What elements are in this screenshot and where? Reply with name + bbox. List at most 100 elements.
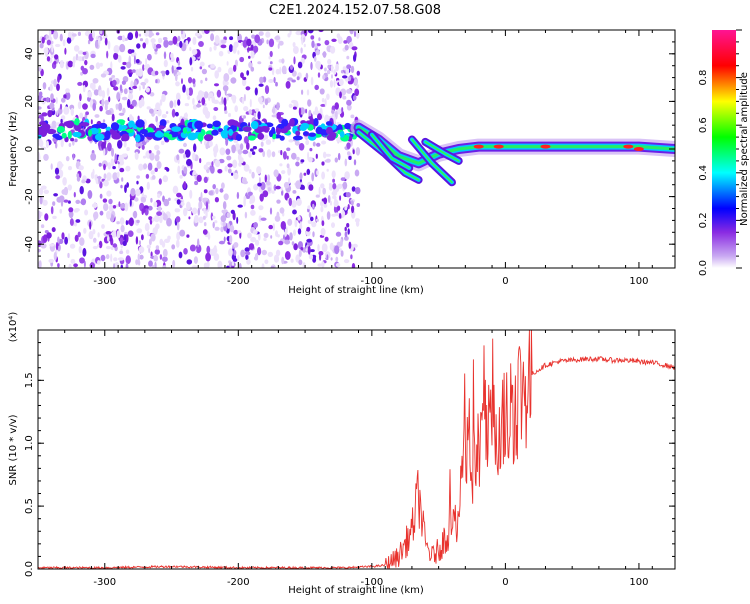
spectrogram-noise-speckle <box>221 182 225 189</box>
spectrogram-noise-speckle <box>240 249 246 258</box>
spectrogram-noise-band-speckle <box>289 118 295 127</box>
spectrogram-noise-speckle <box>273 76 276 84</box>
spectrogram-noise-speckle <box>322 187 327 195</box>
spectrogram-noise-speckle <box>151 38 154 48</box>
spectrogram-noise-speckle <box>67 200 71 204</box>
spectrogram-noise-speckle <box>320 103 326 107</box>
spectrogram-noise-speckle <box>64 236 68 245</box>
spectrogram-noise-speckle <box>194 32 201 37</box>
spectrogram-noise-speckle <box>111 75 116 78</box>
spectrogram-noise-speckle <box>149 108 154 114</box>
spectrogram-noise-speckle <box>89 82 94 89</box>
spectrogram-noise-speckle <box>116 221 120 225</box>
spectrogram-noise-speckle <box>251 151 256 156</box>
spectrogram-noise-speckle <box>105 231 112 235</box>
spectrogram-noise-speckle <box>293 243 298 251</box>
spectrogram-noise-speckle <box>56 110 59 116</box>
spectrogram-noise-speckle <box>143 163 148 170</box>
spectrogram-noise-speckle <box>264 174 267 183</box>
spectrogram-noise-speckle <box>130 188 136 197</box>
spectrogram-noise-speckle <box>38 152 41 161</box>
spectrogram-noise-speckle <box>53 78 57 88</box>
spectrogram-noise-speckle <box>231 144 236 154</box>
spectrogram-noise-speckle <box>148 238 152 246</box>
spectrogram-noise-speckle <box>353 54 357 62</box>
spectrogram-noise-speckle <box>236 191 240 200</box>
spectrogram-noise-speckle <box>267 187 271 192</box>
spectrogram-noise-speckle <box>210 33 215 42</box>
spectrogram-noise-speckle <box>344 44 349 51</box>
spectrogram-noise-speckle <box>323 197 328 205</box>
spectrogram-noise-speckle <box>212 99 219 105</box>
spectrogram-noise-speckle <box>159 99 163 106</box>
spectrogram-noise-speckle <box>79 186 84 195</box>
spectrogram-noise-speckle <box>337 36 343 44</box>
spectrogram-noise-speckle <box>135 142 140 148</box>
spectrogram-noise-speckle <box>320 205 324 213</box>
spectrogram-noise-speckle <box>272 223 275 231</box>
spectrogram-noise-speckle <box>110 61 113 70</box>
spectrogram-noise-band-speckle <box>104 130 111 140</box>
spectrogram-noise-speckle <box>243 115 247 119</box>
spectrogram-noise-speckle <box>237 255 240 261</box>
spectrogram-noise-speckle <box>42 82 47 90</box>
spectrogram-noise-speckle <box>249 200 253 204</box>
colorbar-tick-label: 0.6 <box>698 117 709 133</box>
spectrogram-noise-speckle <box>110 246 114 251</box>
spectrogram-noise-speckle <box>103 163 106 171</box>
spectrogram-noise-speckle <box>199 66 203 70</box>
spectrogram-noise-speckle <box>57 236 60 244</box>
spectrogram-noise-speckle <box>293 229 296 236</box>
spectrogram-noise-speckle <box>104 99 109 106</box>
spectrogram-noise-speckle <box>155 245 160 250</box>
spectrogram-noise-speckle <box>134 151 139 160</box>
spectrogram-noise-speckle <box>350 254 353 260</box>
spectrogram-noise-speckle <box>99 62 103 67</box>
spectrogram-noise-speckle <box>83 227 87 234</box>
spectrogram-noise-speckle <box>186 37 191 42</box>
spectrogram-noise-speckle <box>106 190 112 197</box>
spectrogram-noise-speckle <box>77 231 81 238</box>
spectrogram-noise-speckle <box>114 153 117 162</box>
spectrogram-noise-speckle <box>231 94 237 102</box>
spectrogram-noise-speckle <box>138 33 142 37</box>
spectrogram-noise-speckle <box>279 207 285 214</box>
spectrogram-noise-speckle <box>354 88 360 97</box>
spectrogram-noise-speckle <box>145 58 148 66</box>
spectrogram-noise-band-speckle <box>295 130 301 136</box>
spectrogram-noise-speckle <box>188 77 193 84</box>
spectrogram-noise-speckle <box>126 147 130 151</box>
spectrogram-noise-speckle <box>231 259 235 267</box>
spectrogram-noise-speckle <box>126 61 132 69</box>
spectrogram-noise-speckle <box>121 177 124 182</box>
spectrogram-noise-speckle <box>175 92 181 101</box>
spectrogram-noise-speckle <box>147 53 152 61</box>
spectrogram-noise-speckle <box>106 172 112 181</box>
spectrogram-noise-speckle <box>150 170 155 175</box>
spectrogram-noise-speckle <box>219 147 226 156</box>
spectrogram-noise-speckle <box>66 37 72 44</box>
spectrogram-noise-speckle <box>223 73 230 82</box>
spectrogram-noise-speckle <box>346 142 351 150</box>
spectrogram-noise-speckle <box>255 239 260 246</box>
spectrogram-noise-speckle <box>342 181 348 190</box>
spectrogram-noise-speckle <box>125 262 129 268</box>
spectrogram-noise-speckle <box>130 49 135 53</box>
spectrogram-noise-speckle <box>324 98 327 107</box>
spectrogram-noise-speckle <box>85 178 91 184</box>
spectrogram-noise-speckle <box>321 243 328 253</box>
spectrogram-noise-speckle <box>135 188 141 197</box>
spectrogram-noise-speckle <box>221 96 224 105</box>
spectrogram-noise-speckle <box>156 161 162 169</box>
spectrogram-noise-speckle <box>126 182 129 188</box>
spectrogram-noise-speckle <box>256 166 262 175</box>
spectrogram-noise-speckle <box>203 91 209 99</box>
spectrogram-noise-band-speckle <box>182 127 188 134</box>
spectrogram-noise-speckle <box>53 251 57 261</box>
spectrogram-noise-band-speckle <box>220 129 230 139</box>
spectrogram-noise-speckle <box>276 111 281 120</box>
spectrogram-noise-speckle <box>187 95 191 100</box>
spectrogram-noise-speckle <box>253 183 259 191</box>
